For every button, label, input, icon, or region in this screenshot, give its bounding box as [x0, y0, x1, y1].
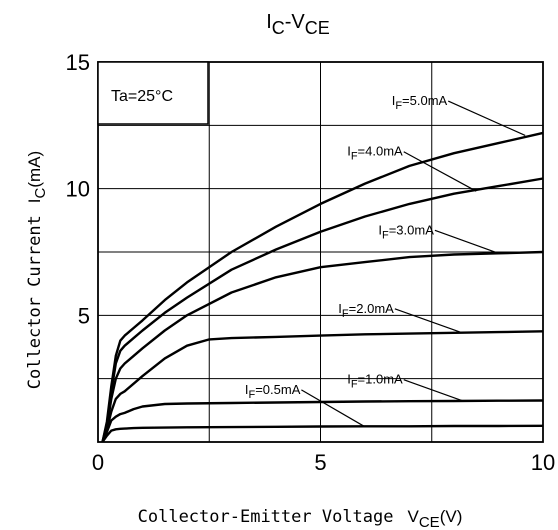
- series-pointer-2: [434, 229, 499, 254]
- y-tick-label-1: 10: [66, 177, 90, 202]
- x-axis-label: Collector-Emitter Voltage VCE(V): [138, 507, 463, 530]
- x-tick-label-2: 10: [531, 450, 555, 475]
- series-label-1: IF=4.0mA: [347, 144, 403, 163]
- series-label-5: IF=0.5mA: [245, 382, 301, 401]
- series-line-3: [101, 330, 544, 443]
- y-tick-label-2: 15: [66, 50, 90, 75]
- series-line-5: [101, 424, 544, 443]
- series-line-2: [101, 250, 544, 443]
- series-pointer-1: [403, 151, 477, 192]
- y-tick-label-0: 5: [78, 303, 90, 328]
- chart-title: IC-VCE: [266, 11, 330, 38]
- series-label-3: IF=2.0mA: [338, 301, 394, 320]
- series-pointer-4: [403, 379, 464, 402]
- series-pointer-5: [301, 389, 366, 428]
- plot-area: IF=5.0mA IF=4.0mA IF=3.0mA IF=2.0mA IF=1.0mA…: [66, 50, 556, 475]
- series-line-4: [101, 399, 544, 443]
- condition-box: Ta=25°C: [97, 61, 209, 125]
- series-pointer-0: [447, 100, 526, 137]
- plot-frame: [97, 61, 544, 443]
- condition-label: Ta=25°C: [111, 88, 173, 105]
- x-tick-label-0: 0: [92, 450, 104, 475]
- series-label-0: IF=5.0mA: [392, 93, 448, 112]
- series-label-2: IF=3.0mA: [378, 222, 434, 241]
- series-pointer-3: [394, 308, 464, 334]
- series-label-4: IF=1.0mA: [347, 372, 403, 391]
- series-line-0: [101, 131, 544, 443]
- x-tick-label-1: 5: [314, 450, 326, 475]
- series-line-1: [101, 177, 544, 443]
- y-axis-label: Collector CurrentIC(mA): [25, 151, 49, 389]
